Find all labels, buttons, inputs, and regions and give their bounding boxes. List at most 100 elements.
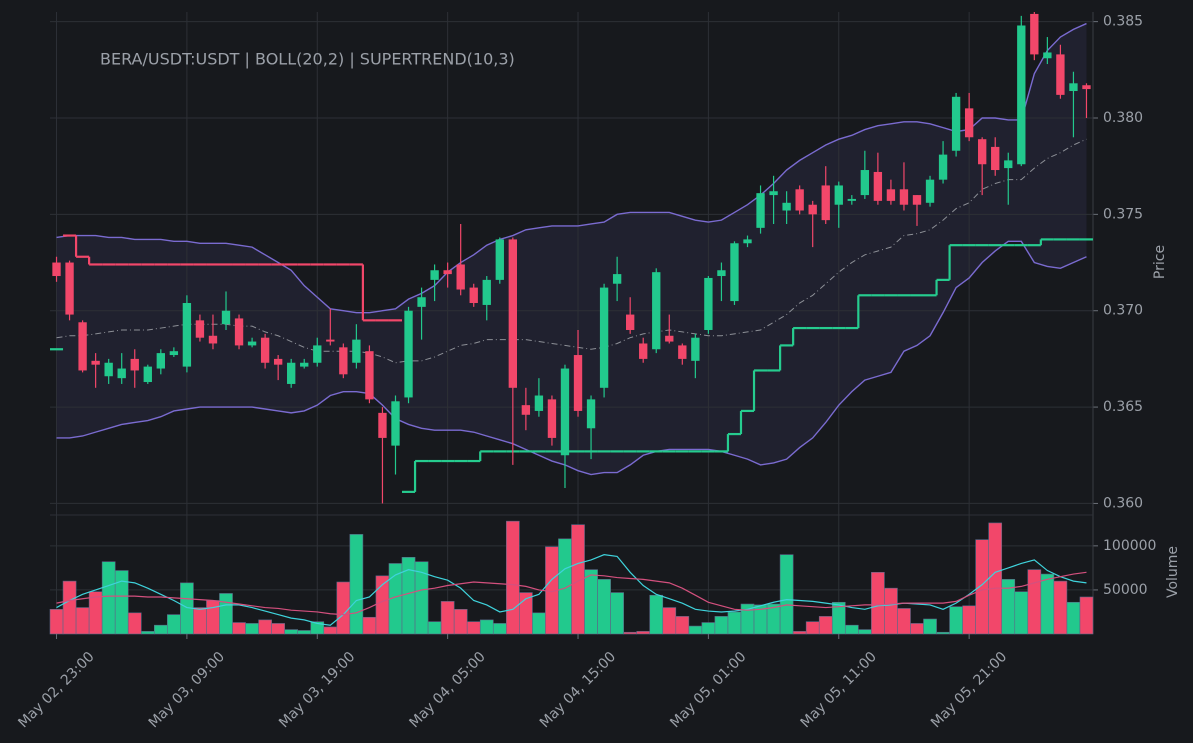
candle-body — [65, 262, 74, 315]
volume-ma — [56, 571, 1087, 616]
candle-body — [91, 360, 100, 365]
candle-body — [1069, 83, 1078, 92]
candle-body — [886, 189, 896, 201]
candle-body — [430, 270, 439, 280]
candle-body — [769, 191, 778, 196]
candle-body — [912, 195, 922, 205]
candle-body — [300, 362, 309, 367]
candle-body — [639, 343, 648, 359]
candle-body — [743, 239, 752, 244]
bollinger-upper — [56, 22, 1087, 314]
volume-bar — [323, 626, 338, 635]
volume-bar — [831, 601, 846, 635]
candle-body — [951, 96, 961, 151]
volume-bar — [492, 623, 507, 635]
candle-body — [1004, 160, 1013, 169]
y-tick-label: 0.365 — [1103, 399, 1143, 415]
volume-bar — [636, 631, 651, 635]
candle-body — [873, 171, 883, 201]
candle-body — [260, 337, 270, 363]
y-tick-label: 0.375 — [1103, 206, 1143, 222]
volume-bar — [688, 625, 703, 635]
candle-body — [1056, 54, 1065, 95]
candle-body — [339, 347, 348, 375]
y-axis-label: Volume — [1165, 546, 1181, 598]
volume-bar — [662, 607, 677, 635]
candle-body — [169, 351, 179, 356]
volume-bar — [258, 619, 272, 635]
volume-bar — [805, 621, 820, 635]
bollinger-middle — [56, 138, 1087, 364]
candle-body — [391, 401, 400, 446]
volume-bar — [727, 611, 742, 635]
candle-body — [482, 279, 491, 305]
candle-body — [208, 335, 218, 344]
volume-bar — [506, 520, 520, 635]
candle-body — [365, 351, 374, 400]
volume-bar — [975, 539, 989, 635]
volume-bar — [297, 630, 312, 635]
volume-bar — [623, 631, 637, 635]
volume-bar — [532, 612, 546, 635]
volume-bar — [140, 631, 155, 635]
candle-body — [756, 193, 765, 228]
candle-body — [156, 353, 165, 369]
volume-bar — [910, 623, 924, 635]
candle-body — [978, 139, 987, 165]
volume-bar — [584, 569, 598, 635]
y-tick-label: 0.380 — [1103, 110, 1143, 126]
volume-bar — [427, 621, 442, 635]
volume-bar — [440, 601, 455, 635]
candle-body — [691, 337, 700, 361]
candle-body — [417, 297, 426, 307]
candle-body — [221, 310, 231, 325]
candle-body — [1082, 85, 1091, 90]
volume-bar — [1014, 591, 1029, 635]
volume-bar — [1079, 596, 1094, 635]
volume-bar — [466, 621, 481, 635]
bollinger-lower — [56, 240, 1087, 476]
candle-body — [143, 366, 152, 383]
volume-bar — [336, 581, 351, 635]
volume-bar — [284, 629, 299, 635]
candle-body — [104, 362, 113, 377]
volume-bar — [988, 522, 1003, 635]
candle-body — [404, 310, 413, 398]
volume-ma — [56, 554, 1087, 626]
candle-body — [182, 303, 192, 367]
candle-body — [547, 399, 557, 438]
candle-body — [704, 277, 713, 330]
candle-body — [717, 270, 726, 277]
candle-body — [378, 412, 387, 438]
volume-bar — [401, 557, 416, 635]
candle-body — [808, 204, 817, 215]
volume-bar — [154, 624, 168, 635]
volume-bar — [245, 623, 259, 635]
volume-bar — [1040, 573, 1055, 635]
volume-bar — [792, 631, 807, 635]
candle-body — [1043, 52, 1052, 59]
candle-body — [678, 345, 687, 359]
y-axis-label: Price — [1152, 245, 1168, 279]
volume-bar — [610, 592, 624, 635]
volume-bar — [362, 616, 377, 635]
candle-body — [847, 198, 856, 201]
candle-body — [443, 270, 452, 275]
candle-body — [899, 189, 909, 205]
volume-bar — [75, 607, 90, 635]
volume-bar — [936, 631, 950, 635]
volume-bar — [558, 538, 572, 635]
candle-body — [52, 262, 61, 277]
volume-bar — [1053, 580, 1068, 635]
candle-body — [821, 185, 830, 221]
volume-bar — [271, 623, 285, 635]
candle-body — [287, 362, 296, 384]
chart-title: BERA/USDT:USDT | BOLL(20,2) | SUPERTREND… — [100, 50, 515, 69]
candle-body — [795, 189, 804, 211]
candle-body — [495, 239, 504, 280]
candle-body — [534, 395, 544, 411]
candle-body — [925, 179, 935, 203]
y-tick-label: 0.385 — [1103, 14, 1143, 30]
candle-body — [78, 322, 87, 371]
